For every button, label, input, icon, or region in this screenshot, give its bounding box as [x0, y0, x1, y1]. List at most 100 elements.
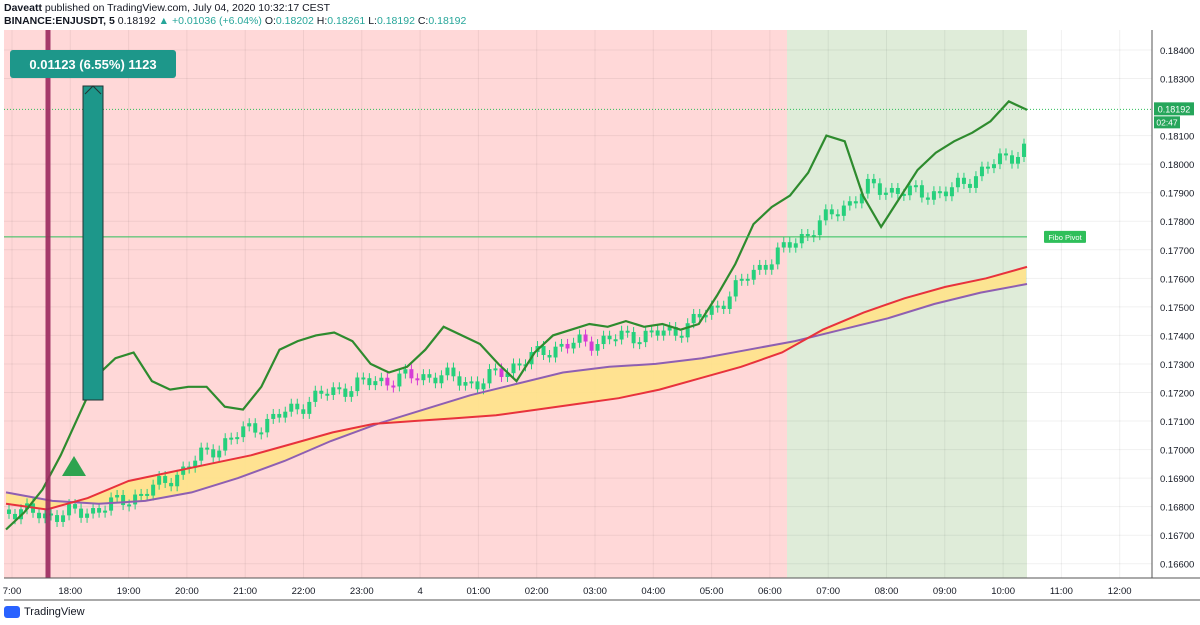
candle-body [667, 327, 672, 331]
candle-body [721, 305, 726, 309]
candle-body [703, 314, 708, 318]
x-tick-label: 18:00 [58, 586, 82, 597]
candle-body [385, 377, 390, 386]
candle-body [781, 242, 786, 248]
candle-body [343, 388, 348, 397]
candle-body [715, 305, 720, 308]
candle-body [499, 368, 504, 377]
x-tick-label: 12:00 [1108, 586, 1132, 597]
fibo-pivot-label: Fibo Pivot [1048, 233, 1082, 242]
candle-body [661, 330, 666, 336]
x-tick-label: 4 [417, 586, 422, 597]
candle-body [649, 330, 654, 333]
candle-body [301, 409, 306, 414]
session-backgrounds [4, 30, 1027, 578]
x-tick-label: 09:00 [933, 586, 957, 597]
candle-body [145, 493, 150, 496]
candle-body [205, 447, 210, 450]
y-tick-label: 0.17900 [1160, 189, 1194, 200]
candle-body [277, 413, 282, 418]
candle-body [565, 343, 570, 349]
y-tick-label: 0.17800 [1160, 217, 1194, 228]
measure-arrow-head [84, 85, 102, 95]
candle-body [859, 193, 864, 204]
y-tick-label: 0.17200 [1160, 388, 1194, 399]
ma-purple-line [5, 283, 1028, 505]
candle-body [769, 264, 774, 270]
candle-body [817, 220, 822, 236]
candle-body [235, 437, 240, 440]
candle-body [67, 504, 72, 516]
candle-body [613, 339, 618, 342]
candle-body [337, 387, 342, 390]
y-tick-label: 0.17500 [1160, 303, 1194, 314]
y-tick-label: 0.18000 [1160, 160, 1194, 171]
countdown-label: 02:47 [1156, 117, 1178, 127]
close-value: 0.18192 [428, 15, 467, 27]
candle-body [967, 183, 972, 188]
x-tick-label: 05:00 [700, 586, 724, 597]
candle-body [889, 187, 894, 193]
candle-body [457, 376, 462, 386]
candle-body [433, 377, 438, 384]
candle-body [355, 377, 360, 392]
candle-body [787, 242, 792, 248]
axes: 0.18400 0.18300 0.18100 0.18000 0.17900 0.178… [3, 30, 1200, 601]
candle-body [115, 494, 120, 498]
high-value: 0.18261 [327, 15, 366, 27]
last-price-badge [1154, 102, 1194, 116]
candle-body [139, 493, 144, 496]
candle-body [181, 466, 186, 475]
y-tick-label: 0.17000 [1160, 446, 1194, 457]
candle-body [841, 205, 846, 216]
candle-body [415, 378, 420, 381]
candle-body [475, 381, 480, 390]
candle-body [391, 385, 396, 388]
candle-body [319, 390, 324, 394]
symbol-name[interactable]: BINANCE:ENJUSDT, 5 [4, 15, 115, 27]
candle-body [619, 330, 624, 340]
candle-body [103, 510, 108, 513]
candle-body [949, 187, 954, 197]
candle-body [331, 387, 336, 395]
candle-body [289, 403, 294, 412]
low-value: 0.18192 [376, 15, 415, 27]
candle-body [121, 494, 126, 506]
candle-body [217, 450, 222, 458]
candle-body [511, 363, 516, 374]
candle-body [487, 369, 492, 384]
x-tick-label: 07:00 [816, 586, 840, 597]
chart-attribution: Daveatt published on TradingView.com, Ju… [4, 2, 330, 14]
candle-body [865, 178, 870, 194]
moving-averages [5, 100, 1028, 531]
candle-body [679, 335, 684, 338]
x-tick-label: 20:00 [175, 586, 199, 597]
ma-cloud-fill [6, 267, 1026, 510]
candle-body [313, 390, 318, 402]
y-tick-label: 0.17600 [1160, 274, 1194, 285]
candle-body [505, 373, 510, 377]
candle-body [799, 234, 804, 244]
x-tick-label: 11:00 [1050, 586, 1073, 597]
candle-body [697, 313, 702, 318]
x-tick-label: 7:00 [3, 586, 22, 597]
x-tick-label: 23:00 [350, 586, 374, 597]
candle-body [133, 494, 138, 505]
candle-body [631, 332, 636, 344]
candle-body [901, 193, 906, 196]
candle-body [727, 296, 732, 309]
candle-body [241, 426, 246, 438]
y-tick-label: 0.18300 [1160, 75, 1194, 86]
candle-body [547, 355, 552, 358]
open-value: 0.18202 [275, 15, 314, 27]
candle-body [283, 411, 288, 418]
publisher-name: Daveatt [4, 2, 42, 14]
y-tick-label: 0.16700 [1160, 531, 1194, 542]
last-price: 0.18192 [117, 15, 156, 27]
candle-body [397, 373, 402, 387]
candle-body [811, 235, 816, 238]
candle-body [247, 423, 252, 427]
candle-body [1015, 156, 1020, 164]
candle-body [985, 166, 990, 169]
